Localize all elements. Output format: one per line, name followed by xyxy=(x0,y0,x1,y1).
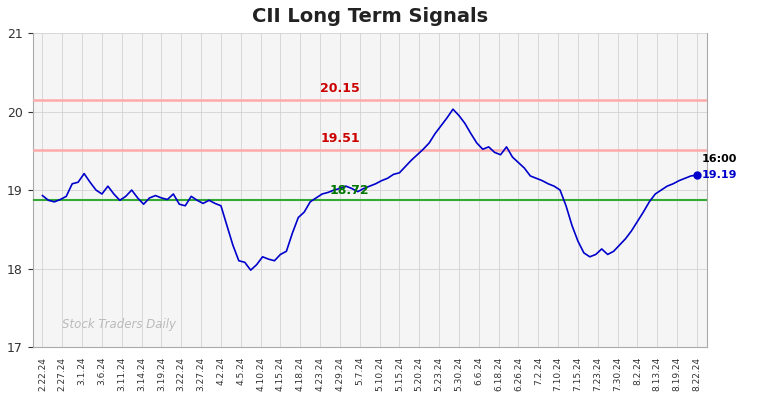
Text: 20.15: 20.15 xyxy=(320,82,360,95)
Text: Stock Traders Daily: Stock Traders Daily xyxy=(62,318,176,332)
Text: 18.72: 18.72 xyxy=(330,184,370,197)
Text: 16:00: 16:00 xyxy=(702,154,737,164)
Text: 19.19: 19.19 xyxy=(702,170,738,180)
Text: 19.51: 19.51 xyxy=(320,132,360,145)
Title: CII Long Term Signals: CII Long Term Signals xyxy=(252,7,488,26)
